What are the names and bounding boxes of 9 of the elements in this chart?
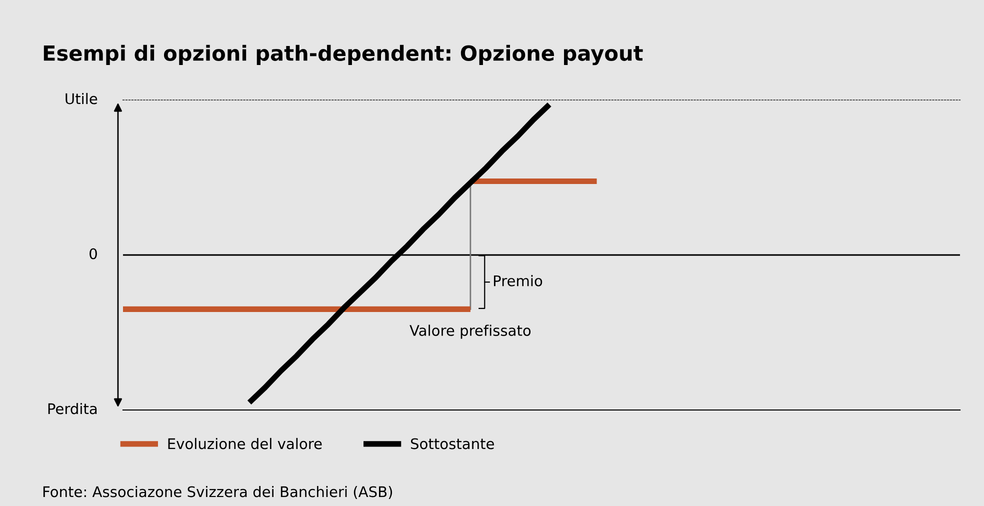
source-note: Fonte: Associazone Svizzera dei Banchieri (ASB) — [43, 486, 392, 499]
legend-label: Sottostante — [410, 438, 494, 450]
legend-label: Evoluzione del valore — [168, 438, 322, 450]
text: 0 — [90, 248, 97, 260]
text: Perdita — [48, 402, 97, 414]
chart-title: Esempi di opzioni path-dependent: Opzione payout — [44, 44, 643, 66]
annotation: Valore prefissato — [410, 324, 531, 339]
annotation: Premio — [494, 275, 542, 286]
text: Utile — [66, 92, 98, 104]
